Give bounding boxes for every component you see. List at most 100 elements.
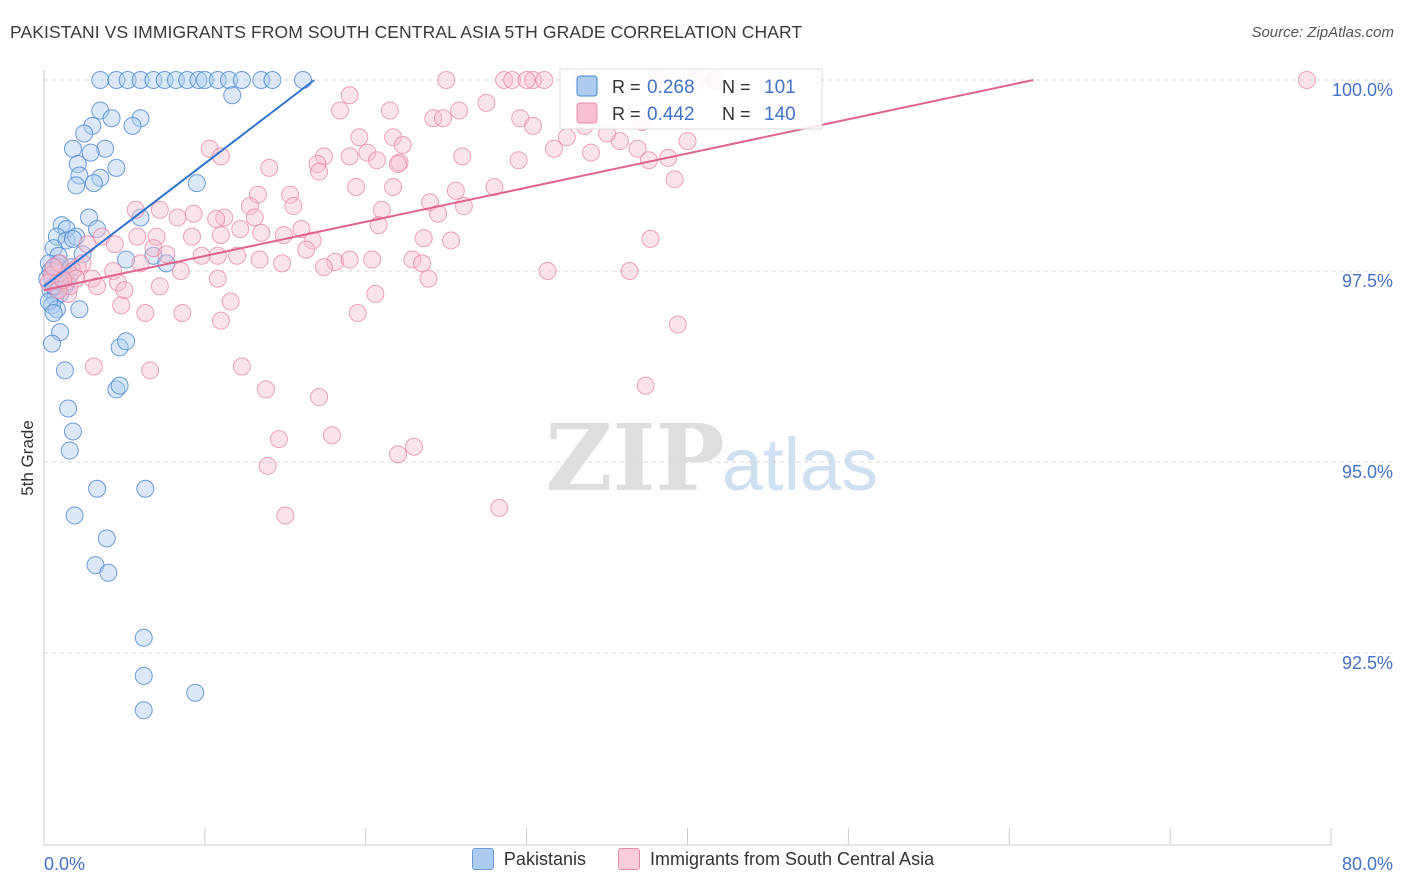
y-axis-label: 5th Grade xyxy=(18,420,37,496)
pakistani-point xyxy=(47,227,66,246)
immigrant-point xyxy=(384,128,403,147)
immigrant-point xyxy=(665,170,684,189)
immigrant-point xyxy=(211,226,230,245)
immigrant-point xyxy=(245,208,264,227)
immigrant-point xyxy=(141,361,160,380)
immigrant-point xyxy=(250,250,269,269)
pakistani-point xyxy=(220,71,239,89)
pakistani-point xyxy=(263,71,282,89)
immigrant-point xyxy=(393,135,412,154)
immigrant-point xyxy=(413,254,432,273)
x-tick-label: 0.0% xyxy=(44,854,85,874)
watermark-zip: ZIP xyxy=(545,404,724,512)
immigrant-point xyxy=(78,235,97,254)
immigrant-point xyxy=(620,262,639,280)
immigrant-point xyxy=(105,235,124,254)
immigrant-point xyxy=(557,128,576,147)
immigrant-point xyxy=(228,246,247,265)
pakistani-point xyxy=(63,422,82,441)
stats-r-value: 0.442 xyxy=(647,104,695,125)
immigrant-point xyxy=(207,210,226,229)
immigrant-point xyxy=(310,388,329,407)
stats-n-label: N = xyxy=(722,77,751,97)
pakistani-point xyxy=(110,376,129,395)
immigrant-point xyxy=(524,116,543,135)
immigrant-point xyxy=(358,143,377,162)
immigrant-point xyxy=(211,147,230,166)
pakistani-point xyxy=(97,529,116,548)
pakistani-point xyxy=(44,304,63,323)
immigrant-point xyxy=(131,254,150,273)
pakistani-point xyxy=(91,71,110,89)
immigrant-point xyxy=(581,143,600,162)
pakistani-point xyxy=(107,158,126,177)
x-tick-label: 80.0% xyxy=(1342,854,1393,874)
pakistani-point xyxy=(136,479,155,498)
stats-n-label: N = xyxy=(722,104,751,124)
pakistani-point xyxy=(189,71,208,89)
immigrant-point xyxy=(363,250,382,269)
pakistani-point xyxy=(223,86,242,105)
immigrant-point xyxy=(442,231,461,250)
pakistani-point xyxy=(63,139,82,158)
stats-r-value: 0.268 xyxy=(647,77,695,98)
immigrant-point xyxy=(490,498,509,517)
pakistani-point xyxy=(96,139,115,158)
immigrant-point xyxy=(147,227,166,246)
watermark-atlas: atlas xyxy=(722,423,878,506)
y-tick-label: 92.5% xyxy=(1342,653,1393,673)
immigrant-point xyxy=(544,139,563,158)
immigrant-point xyxy=(276,506,295,525)
legend-swatch-immigrants xyxy=(617,848,640,870)
immigrant-point xyxy=(184,204,203,223)
immigrant-point xyxy=(340,250,359,269)
immigrant-point xyxy=(668,315,687,334)
immigrant-point xyxy=(88,277,107,296)
immigrant-point xyxy=(535,71,554,89)
chart-title: PAKISTANI VS IMMIGRANTS FROM SOUTH CENTR… xyxy=(10,22,803,42)
pakistani-point xyxy=(84,174,103,193)
legend-item-pakistanis[interactable]: Pakistanis xyxy=(471,848,586,870)
stats-n-value: 101 xyxy=(764,77,796,98)
immigrant-point xyxy=(157,245,176,264)
immigrant-point xyxy=(168,208,187,227)
immigrant-point xyxy=(292,219,311,238)
immigrant-point xyxy=(350,128,369,147)
pakistani-point xyxy=(134,701,153,720)
immigrant-point xyxy=(322,426,341,445)
immigrant-point xyxy=(380,101,399,120)
immigrant-point xyxy=(128,227,147,246)
stats-r-label: R = xyxy=(612,104,641,124)
pakistani-trendline xyxy=(43,79,315,288)
pakistani-point xyxy=(55,361,74,380)
immigrant-point xyxy=(419,269,438,288)
immigrant-point xyxy=(326,252,345,271)
pakistani-point xyxy=(65,506,84,525)
immigrant-point xyxy=(208,246,227,265)
legend-swatch-pakistanis xyxy=(471,848,494,870)
immigrant-point xyxy=(348,304,367,323)
pakistani-point xyxy=(186,683,205,702)
immigrant-point xyxy=(331,101,350,120)
pakistani-point xyxy=(70,166,89,185)
immigrant-point xyxy=(303,231,322,250)
immigrant-point xyxy=(150,200,169,219)
immigrant-point xyxy=(269,430,288,449)
pakistani-point xyxy=(134,628,153,647)
pakistani-point xyxy=(195,71,214,89)
stats-r-label: R = xyxy=(612,77,641,97)
immigrant-point xyxy=(281,185,300,204)
immigrant-point xyxy=(636,376,655,395)
pakistani-point xyxy=(81,143,100,162)
immigrant-point xyxy=(314,258,333,277)
immigrant-point xyxy=(1297,71,1316,89)
immigrant-point xyxy=(503,71,522,89)
immigrant-point xyxy=(112,296,131,315)
pakistani-point xyxy=(60,441,79,460)
y-tick-label: 100.0% xyxy=(1332,80,1393,100)
legend-item-immigrants[interactable]: Immigrants from South Central Asia xyxy=(617,848,934,870)
immigrant-point xyxy=(405,437,424,456)
immigrant-point xyxy=(414,229,433,248)
pakistani-point xyxy=(232,71,251,89)
immigrant-point xyxy=(211,311,230,330)
